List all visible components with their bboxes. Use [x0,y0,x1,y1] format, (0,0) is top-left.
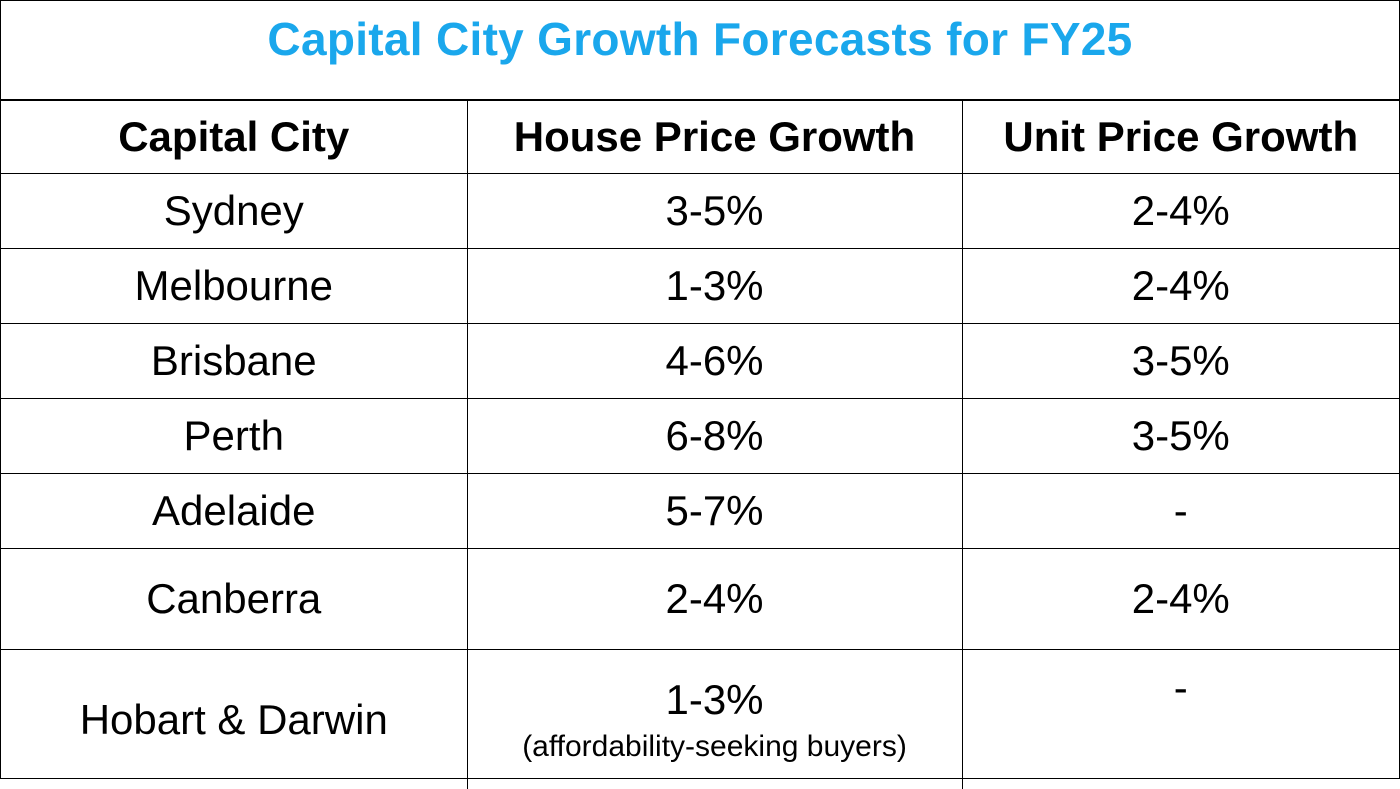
table-row: Adelaide 5-7% - [1,474,1399,549]
column-header-house: House Price Growth [467,101,962,174]
house-growth-cell: 2-4% [467,549,962,650]
house-growth-cell: 3-5% [467,174,962,249]
unit-growth-cell: 3-5% [962,324,1399,399]
column-header-city: Capital City [1,101,467,174]
city-cell: Sydney [1,174,467,249]
house-growth-note: (affordability-seeking buyers) [468,730,962,764]
unit-growth-cell: - [962,650,1399,789]
table-row: Brisbane 4-6% 3-5% [1,324,1399,399]
chart-title: Capital City Growth Forecasts for FY25 [267,12,1132,66]
city-cell: Melbourne [1,249,467,324]
table-row: Perth 6-8% 3-5% [1,399,1399,474]
city-cell: Hobart & Darwin [1,650,467,789]
table-row: Melbourne 1-3% 2-4% [1,249,1399,324]
unit-growth-cell: 2-4% [962,549,1399,650]
house-growth-cell: 5-7% [467,474,962,549]
column-header-unit: Unit Price Growth [962,101,1399,174]
city-cell: Adelaide [1,474,467,549]
city-cell: Perth [1,399,467,474]
title-cell: Capital City Growth Forecasts for FY25 [1,1,1399,101]
house-growth-cell: 1-3% (affordability-seeking buyers) [467,650,962,789]
house-growth-cell: 6-8% [467,399,962,474]
city-cell: Brisbane [1,324,467,399]
unit-growth-cell: 3-5% [962,399,1399,474]
unit-growth-cell: 2-4% [962,249,1399,324]
house-growth-cell: 4-6% [467,324,962,399]
unit-growth-cell: - [962,474,1399,549]
table-row: Hobart & Darwin 1-3% (affordability-seek… [1,650,1399,789]
house-growth-value: 1-3% [665,676,763,723]
unit-growth-cell: 2-4% [962,174,1399,249]
table-row: Sydney 3-5% 2-4% [1,174,1399,249]
city-cell: Canberra [1,549,467,650]
house-growth-cell: 1-3% [467,249,962,324]
header-row: Capital City House Price Growth Unit Pri… [1,101,1399,174]
table-row: Canberra 2-4% 2-4% [1,549,1399,650]
forecast-table: Capital City House Price Growth Unit Pri… [1,101,1399,789]
